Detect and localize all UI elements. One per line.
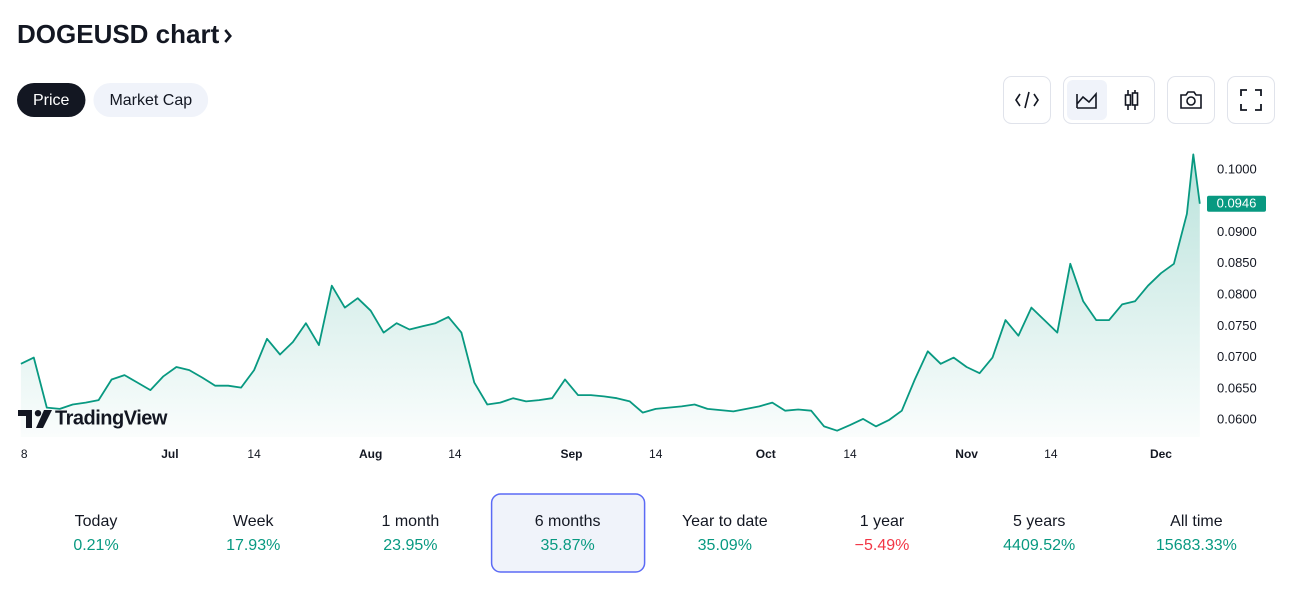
period-label[interactable]: All time [1170,513,1223,530]
period-change[interactable]: 35.09% [698,537,752,554]
candle-icon-body [1124,94,1132,106]
x-tick-label: Aug [359,447,382,461]
tab[interactable]: Market Cap [93,83,209,117]
x-tick-label: 14 [649,447,663,461]
tab-background[interactable] [17,83,86,117]
period-selector: Today 0.21% Week 17.93% 1 month 23.95% 6 month… [73,493,1237,573]
y-tick-label: 0.0850 [1217,255,1257,270]
period-change[interactable]: 23.95% [383,537,437,554]
period-label[interactable]: 1 month [381,513,439,530]
period-label[interactable]: 6 months [535,513,601,530]
period-selected-box[interactable] [490,493,646,573]
chart: 0.0600 0.0650 0.0700 0.0750 0.0800 0.0850 0.09… [18,153,1266,461]
y-tick-label: 0.0800 [1217,287,1257,302]
price-line [20,153,1201,432]
last-price-label: 0.0946 [1217,196,1257,211]
period-change[interactable]: 0.21% [73,537,118,554]
period-change[interactable]: 4409.52% [1003,537,1075,554]
tab-label[interactable]: Price [33,92,70,109]
x-tick-label: Nov [955,447,978,461]
watermark-icon [18,410,52,428]
last-price-badge [1207,195,1266,212]
period-option[interactable]: Today 0.21% [73,513,118,554]
period-label[interactable]: Today [75,513,118,530]
watermark-logo [18,410,52,428]
page-title[interactable]: DOGEUSD chart [17,19,220,49]
area-icon [1076,91,1097,109]
period-option[interactable]: 5 years 4409.52% [1003,513,1075,554]
period-option[interactable]: 1 year −5.49% [855,513,910,554]
camera-lens [1186,96,1196,106]
watermark-text: TradingView [55,407,168,429]
embed-icon [1015,91,1039,109]
period-label[interactable]: 5 years [1013,513,1065,530]
period-option[interactable]: Week 17.93% [226,513,280,554]
title-chevron[interactable] [224,29,232,43]
x-tick-label: 14 [843,447,857,461]
x-tick-label: 14 [1044,447,1058,461]
tab[interactable]: Price [17,83,86,117]
y-tick-label: 0.0700 [1217,349,1257,364]
x-tick-label: 8 [21,447,28,461]
period-label[interactable]: 1 year [860,513,905,530]
period-change[interactable]: 35.87% [540,537,594,554]
area-fill [20,154,1200,437]
y-tick-label: 0.0600 [1217,412,1257,427]
snapshot-button[interactable] [1167,76,1215,124]
camera-icon [1180,91,1202,109]
x-tick-label: Sep [560,447,582,461]
period-label[interactable]: Year to date [682,513,768,530]
period-option[interactable]: Year to date 35.09% [682,513,768,554]
tab-background[interactable] [93,83,209,117]
period-label[interactable]: Week [233,513,275,530]
period-change[interactable]: 17.93% [226,537,280,554]
y-tick-label: 0.0750 [1217,318,1257,333]
fullscreen-button[interactable] [1227,76,1275,124]
x-tick-label: 14 [247,447,261,461]
period-option[interactable]: 1 month 23.95% [381,513,439,554]
x-tick-label: Jul [161,447,178,461]
y-tick-label: 0.0900 [1217,224,1257,239]
period-option[interactable]: 6 months 35.87% [490,493,646,573]
x-tick-label: 14 [448,447,462,461]
tab-group: Price Market Cap [17,83,209,117]
fullscreen-icon [1240,89,1262,111]
y-tick-label: 0.1000 [1217,161,1257,176]
period-change[interactable]: −5.49% [855,537,910,554]
period-option[interactable]: All time 15683.33% [1156,513,1237,554]
x-tick-label: Oct [756,447,776,461]
candle-icon-body [1131,92,1139,106]
tab-label[interactable]: Market Cap [109,92,192,109]
x-tick-label: Dec [1150,447,1172,461]
y-tick-label: 0.0650 [1217,380,1257,395]
period-change[interactable]: 15683.33% [1156,537,1237,554]
toolbar [1003,76,1275,124]
